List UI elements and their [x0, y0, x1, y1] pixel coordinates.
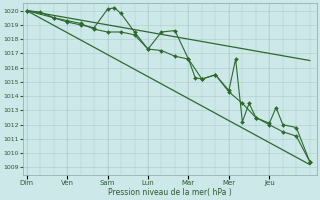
X-axis label: Pression niveau de la mer( hPa ): Pression niveau de la mer( hPa ): [108, 188, 232, 197]
